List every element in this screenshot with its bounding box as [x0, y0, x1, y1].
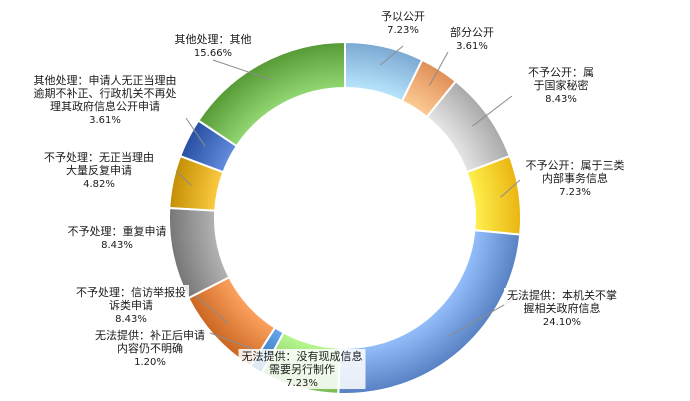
slice-percent-0: 7.23%: [387, 25, 419, 36]
slice-percent-11: 15.66%: [194, 48, 232, 59]
slice-percent-10: 3.61%: [89, 115, 121, 126]
slice-label-text-9-1: 大量反复申请: [66, 163, 132, 177]
slice-label-text-7-1: 诉类申请: [109, 298, 153, 312]
slice-label-text-6-0: 无法提供：补正后申请: [95, 328, 205, 342]
slice-percent-8: 8.43%: [101, 240, 133, 251]
slice-percent-5: 7.23%: [286, 378, 318, 389]
slice-label-text-1-0: 部分公开: [450, 25, 494, 39]
slice-label-bg-1: [447, 25, 497, 52]
slice-label-bg-3: [522, 158, 628, 198]
slice-percent-2: 8.43%: [545, 94, 577, 105]
leader-line-3: [500, 179, 521, 198]
slice-label-bg-8: [64, 224, 170, 251]
slice-label-1: 部分公开 3.61%: [447, 25, 497, 52]
leader-line-9: [175, 170, 192, 186]
slice-label-text-9-0: 不予处理：无正当理由: [44, 150, 154, 164]
slice-label-text-5-1: 需要另行制作: [269, 363, 335, 376]
leader-line-7: [195, 295, 230, 324]
slice-label-text-6-1: 内容仍不明确: [117, 341, 183, 355]
slice-label-text-2-1: 于国家秘密: [534, 78, 589, 92]
slice-label-text-4-0: 无法提供：本机关不掌: [507, 288, 617, 302]
leader-line-1: [428, 51, 449, 86]
slice-percent-7: 8.43%: [115, 314, 147, 325]
slice-label-8: 不予处理：重复申请 8.43%: [64, 224, 170, 251]
slice-label-text-7-0: 不予处理：信访举报投: [76, 285, 186, 299]
leader-line-0: [380, 45, 404, 66]
slice-label-text-10-1: 逾期不补正、行政机关不再处: [34, 86, 177, 100]
slice-label-bg-11: [171, 32, 255, 59]
slice-label-0: 予以公开 7.23%: [378, 9, 428, 36]
slice-4: [337, 229, 522, 395]
leader-line-2: [472, 95, 513, 127]
slice-label-text-5-0: 无法提供：没有现成信息: [242, 349, 363, 363]
leader-line-11: [212, 59, 271, 81]
leader-line-8: [179, 234, 192, 251]
leader-line-10: [185, 117, 206, 147]
slice-percent-3: 7.23%: [559, 187, 591, 198]
slice-11: [197, 40, 346, 148]
slice-label-bg-10: [30, 73, 180, 126]
slice-percent-4: 24.10%: [543, 317, 581, 328]
slice-label-text-8-0: 不予处理：重复申请: [68, 224, 167, 238]
slice-label-text-10-0: 其他处理：申请人无正当理由: [34, 73, 177, 87]
slice-label-text-2-0: 不予公开：属: [528, 66, 594, 79]
slice-label-bg-9: [41, 150, 157, 190]
slice-percent-6: 1.20%: [134, 357, 166, 368]
slice-label-text-4-1: 握相关政府信息: [524, 301, 601, 315]
slice-label-text-3-1: 内部事务信息: [542, 171, 608, 185]
slice-label-bg-0: [378, 9, 428, 36]
slice-label-bg-6: [92, 328, 208, 368]
slice-percent-1: 3.61%: [456, 41, 488, 52]
slice-label-bg-5: [238, 349, 366, 389]
slice-label-11: 其他处理：其他 15.66%: [171, 32, 255, 59]
slice-label-bg-7: [73, 285, 189, 325]
slice-percent-9: 4.82%: [83, 179, 115, 190]
slice-label-text-0-0: 予以公开: [381, 10, 425, 23]
slice-label-text-3-0: 不予公开：属于三类: [526, 158, 625, 172]
slice-label-text-10-2: 理其政府信息公开申请: [50, 99, 160, 113]
slice-label-text-11-0: 其他处理：其他: [175, 33, 252, 46]
slice-label-bg-4: [504, 288, 620, 328]
slice-label-bg-2: [525, 65, 597, 105]
slices-layer: [168, 40, 522, 395]
